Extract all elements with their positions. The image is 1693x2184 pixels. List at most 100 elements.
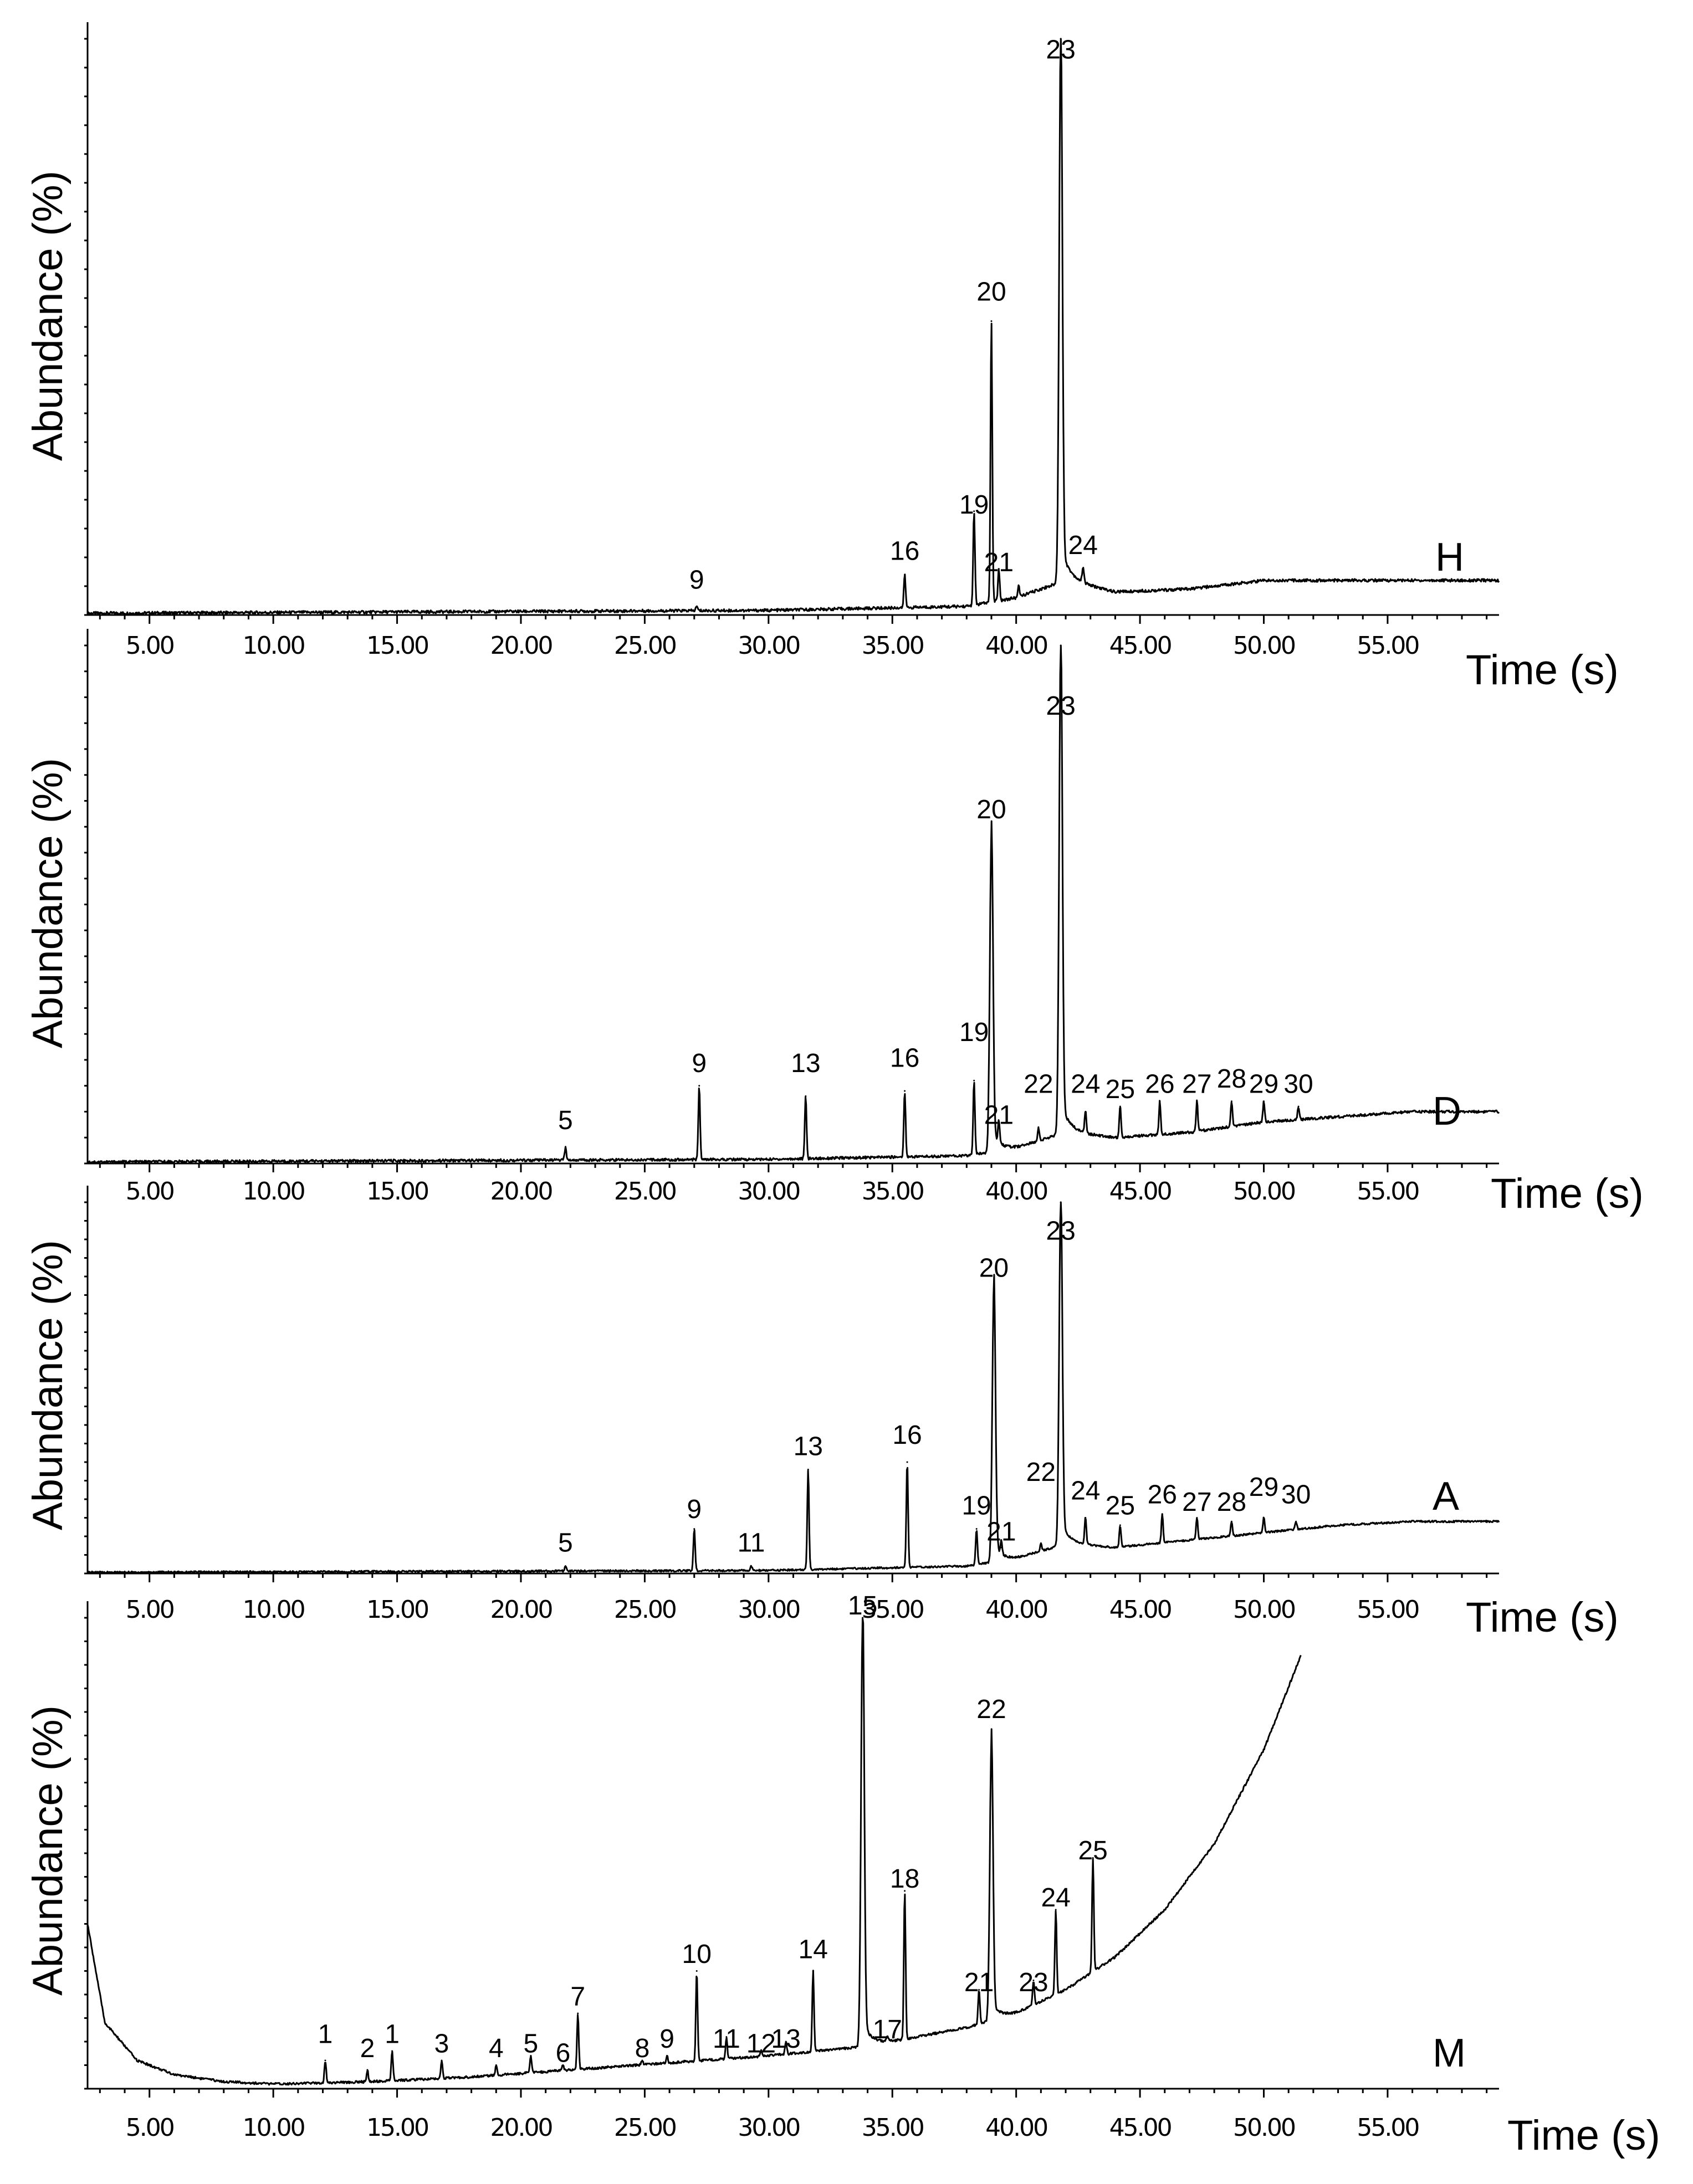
peak-apex-mark bbox=[1196, 1100, 1198, 1103]
peak-label: 15 bbox=[848, 1591, 877, 1621]
x-tick-label: 25.00 bbox=[614, 1177, 676, 1206]
x-tick-label: 30.00 bbox=[738, 2114, 800, 2142]
peak-label: 23 bbox=[1019, 1968, 1048, 1997]
peak-apex-mark bbox=[904, 1090, 906, 1092]
peak-label: 1 bbox=[385, 2020, 400, 2049]
y-axis-title: Abundance (%) bbox=[24, 1705, 71, 1996]
peak-apex-mark bbox=[1060, 1201, 1062, 1203]
peak-apex-mark bbox=[562, 2064, 564, 2066]
peak-label: 29 bbox=[1249, 1473, 1278, 1502]
peak-label: 18 bbox=[890, 1864, 919, 1894]
x-tick-label: 25.00 bbox=[614, 632, 676, 660]
x-tick-label: 45.00 bbox=[1109, 2114, 1172, 2142]
panel-letter: M bbox=[1433, 2031, 1466, 2075]
panel-letter: A bbox=[1433, 1474, 1459, 1519]
peak-label: 26 bbox=[1148, 1480, 1177, 1509]
peak-label: 5 bbox=[523, 2029, 538, 2059]
peak-label: 6 bbox=[556, 2039, 571, 2068]
peak-apex-mark bbox=[698, 1085, 700, 1087]
chromatogram-trace bbox=[86, 1617, 1302, 2086]
peak-apex-mark bbox=[1017, 585, 1020, 587]
peak-label: 1 bbox=[318, 2020, 333, 2049]
x-tick-label: 40.00 bbox=[985, 1596, 1047, 1624]
x-tick-label: 40.00 bbox=[985, 2114, 1047, 2142]
peak-apex-mark bbox=[666, 2055, 668, 2057]
peak-label: 16 bbox=[892, 1421, 922, 1450]
x-axis-title: Time (s) bbox=[1507, 2112, 1660, 2159]
peak-label: 21 bbox=[986, 1517, 1016, 1546]
peak-label: 24 bbox=[1071, 1069, 1100, 1099]
x-tick-label: 45.00 bbox=[1109, 1177, 1172, 1206]
peak-label: 20 bbox=[976, 795, 1006, 824]
peak-label: 25 bbox=[1106, 1075, 1135, 1104]
peak-apex-mark bbox=[577, 2012, 579, 2014]
chromatogram-panel-a: 5.00 10.00 15.00 20.00 25.00 30.00 35.00 40.00 4… bbox=[24, 1186, 1619, 1641]
x-tick-label: 55.00 bbox=[1357, 632, 1419, 660]
peak-label: 29 bbox=[1249, 1069, 1278, 1099]
chromatogram-trace bbox=[86, 38, 1500, 616]
x-tick-label: 25.00 bbox=[614, 2114, 676, 2142]
peak-label: 25 bbox=[1078, 1836, 1107, 1865]
peak-label: 24 bbox=[1041, 1883, 1070, 1913]
x-tick-label: 45.00 bbox=[1109, 1596, 1172, 1624]
peak-apex-mark bbox=[725, 2036, 728, 2038]
x-tick-label: 20.00 bbox=[490, 1177, 552, 1206]
peak-label: 23 bbox=[1046, 1217, 1075, 1246]
peak-label: 2 bbox=[360, 2034, 375, 2063]
peak-apex-mark bbox=[998, 568, 1000, 570]
peak-label: 17 bbox=[873, 2015, 902, 2044]
y-axis-title: Abundance (%) bbox=[24, 1240, 71, 1530]
peak-label: 23 bbox=[1046, 691, 1075, 721]
chromatogram-trace bbox=[86, 644, 1500, 1164]
peak-apex-mark bbox=[1230, 1100, 1232, 1103]
peak-label: 13 bbox=[794, 1432, 823, 1461]
peak-apex-mark bbox=[975, 1528, 978, 1530]
peak-label: 20 bbox=[976, 277, 1006, 306]
peak-label: 22 bbox=[1026, 1458, 1056, 1487]
peak-label: 16 bbox=[890, 536, 919, 566]
peak-label: 9 bbox=[689, 565, 704, 594]
peak-label: 12 bbox=[746, 2029, 776, 2059]
peak-apex-mark bbox=[904, 1890, 906, 1892]
x-tick-label: 40.00 bbox=[985, 1177, 1047, 1206]
peak-apex-mark bbox=[760, 2050, 762, 2052]
peak-label: 10 bbox=[682, 1940, 712, 1969]
peak-apex-mark bbox=[641, 2059, 643, 2062]
x-tick-label: 35.00 bbox=[862, 1177, 924, 1206]
peak-apex-mark bbox=[530, 2055, 532, 2057]
peak-apex-mark bbox=[564, 1565, 566, 1567]
peak-label: 11 bbox=[713, 2024, 740, 2054]
x-tick-label: 20.00 bbox=[490, 632, 552, 660]
x-tick-label: 40.00 bbox=[985, 632, 1047, 660]
peak-label: 5 bbox=[558, 1106, 573, 1135]
peak-apex-mark bbox=[1060, 644, 1062, 647]
chromatogram-panel-d: 5.00 10.00 15.00 20.00 25.00 30.00 35.00 40.00 4… bbox=[24, 629, 1644, 1217]
x-tick-label: 10.00 bbox=[243, 1596, 305, 1624]
peak-apex-mark bbox=[862, 1617, 864, 1619]
x-tick-label: 25.00 bbox=[614, 1596, 676, 1624]
peak-apex-mark bbox=[978, 1989, 980, 1991]
x-tick-label: 15.00 bbox=[366, 2114, 428, 2142]
peak-label: 25 bbox=[1106, 1491, 1135, 1521]
peak-label: 22 bbox=[1024, 1069, 1053, 1099]
peak-apex-mark bbox=[973, 1079, 975, 1081]
peak-apex-mark bbox=[441, 2059, 443, 2062]
peak-apex-mark bbox=[812, 1970, 814, 1972]
peak-apex-mark bbox=[1040, 1542, 1042, 1545]
peak-label: 7 bbox=[570, 1982, 585, 2012]
x-tick-label: 50.00 bbox=[1233, 2114, 1295, 2142]
peak-apex-mark bbox=[1082, 568, 1084, 570]
peak-label: 13 bbox=[791, 1049, 820, 1078]
peak-apex-mark bbox=[990, 1744, 993, 1746]
x-axis-title: Time (s) bbox=[1466, 1594, 1619, 1641]
x-tick-label: 35.00 bbox=[862, 1596, 924, 1624]
y-axis-title: Abundance (%) bbox=[24, 171, 71, 461]
peak-apex-mark bbox=[990, 836, 993, 838]
peak-label: 27 bbox=[1182, 1069, 1211, 1099]
peak-apex-mark bbox=[785, 2041, 787, 2043]
peak-apex-mark bbox=[1092, 1857, 1094, 1859]
peak-label: 24 bbox=[1071, 1476, 1100, 1506]
peak-apex-mark bbox=[1159, 1100, 1161, 1103]
peak-label: 24 bbox=[1068, 531, 1098, 560]
